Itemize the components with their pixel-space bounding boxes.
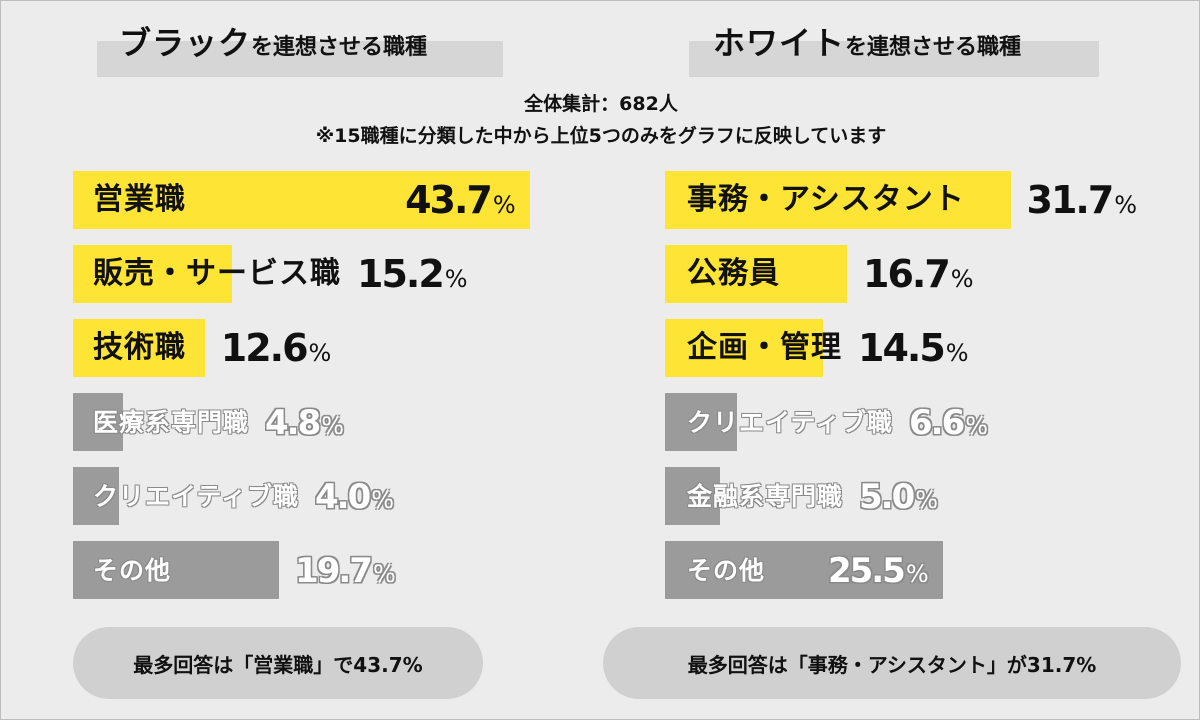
black-bar-4	[73, 393, 124, 451]
left-heading-background	[97, 41, 503, 77]
white-value-label-3: 14.5%	[858, 326, 969, 370]
total-count: 全体集計：682人	[524, 93, 678, 115]
black-value-label-5: 4.0%	[315, 477, 395, 517]
right-heading-emphasis: ホワイト	[713, 24, 846, 62]
black-category-label-2: 販売・サービス職	[93, 256, 341, 291]
black-category-label-3: 技術職	[93, 330, 186, 365]
right-heading-background	[689, 41, 1099, 77]
method-note: ※15職種に分類した中から上位5つのみをグラフに反映しています	[315, 125, 887, 147]
black-bar-2	[73, 245, 232, 303]
black-category-label-6: その他	[93, 556, 172, 585]
black-value-label-1: 43.7%	[405, 178, 516, 222]
right-footnote: 最多回答は「事務・アシスタント」が31.7%	[603, 627, 1181, 699]
left-heading-emphasis: ブラック	[119, 24, 252, 62]
white-category-label-2: 公務員	[687, 256, 780, 291]
right-heading: ホワイトを連想させる職種	[713, 27, 1021, 59]
black-category-label-1: 営業職	[93, 182, 186, 217]
black-value-label-4: 4.8%	[265, 403, 345, 443]
black-value-label-6: 19.7%	[295, 551, 396, 591]
white-bar-4	[665, 393, 737, 451]
black-bar-6	[73, 541, 280, 599]
white-bar-6	[665, 541, 943, 599]
white-category-label-6: その他	[687, 556, 766, 585]
black-bar-3	[73, 319, 205, 377]
white-value-label-6: 25.5%	[827, 551, 929, 591]
white-bar-1	[665, 171, 1011, 229]
left-footnote: 最多回答は「営業職」で43.7%	[73, 627, 483, 699]
white-value-label-2: 16.7%	[863, 252, 974, 296]
white-bar-2	[665, 245, 848, 303]
white-category-label-5: 金融系専門職	[687, 482, 844, 511]
black-value-label-3: 12.6%	[220, 326, 332, 370]
black-category-label-4: 医療系専門職	[93, 408, 250, 437]
black-bar-1	[73, 171, 531, 229]
white-category-label-3: 企画・管理	[687, 330, 842, 365]
white-value-label-5: 5.0%	[859, 477, 939, 517]
black-value-label-2: 15.2%	[357, 252, 468, 296]
white-bar-5	[665, 467, 720, 525]
black-bar-5	[73, 467, 119, 525]
left-heading-rest: を連想させる職種	[251, 35, 428, 60]
white-bar-3	[665, 319, 824, 377]
white-value-label-4: 6.6%	[909, 403, 989, 443]
white-category-label-4: クリエイティブ職	[687, 408, 894, 437]
black-category-label-5: クリエイティブ職	[93, 482, 300, 511]
white-value-label-1: 31.7%	[1026, 178, 1138, 222]
right-heading-rest: を連想させる職種	[845, 35, 1022, 60]
white-category-label-1: 事務・アシスタント	[687, 182, 965, 217]
left-heading: ブラックを連想させる職種	[119, 27, 427, 59]
